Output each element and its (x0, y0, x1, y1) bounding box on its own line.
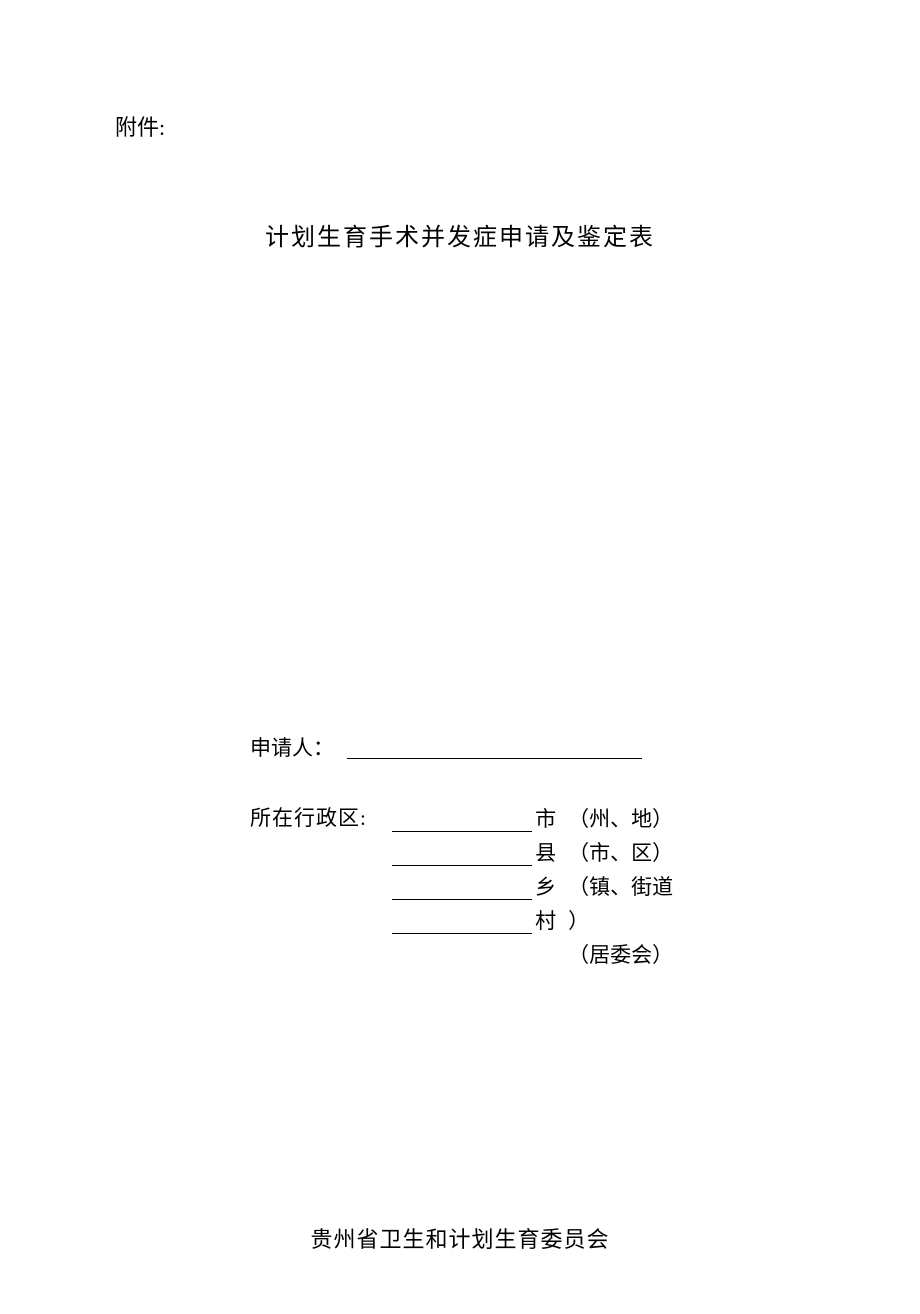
region-block: 所在行政区: 市（州、地） 县（市、区） 乡（镇、街道 村） （居委会） (250, 802, 805, 972)
region-paren-township: （镇、街道 (568, 870, 673, 904)
region-unit-county: 县 (532, 836, 556, 870)
applicant-label: 申请人： (250, 732, 334, 762)
region-paren-county: （市、区） (568, 836, 673, 870)
issuing-authority: 贵州省卫生和计划生育委员会 (115, 1222, 805, 1254)
document-title: 计划生育手术并发症申请及鉴定表 (115, 217, 805, 252)
region-unit-township: 乡 (532, 870, 556, 904)
region-label: 所在行政区: (250, 802, 367, 832)
region-paren-city: （州、地） (568, 802, 673, 836)
region-row-extra: （居委会） (568, 938, 673, 972)
region-input-village[interactable] (392, 933, 532, 934)
applicant-input-line[interactable] (347, 758, 642, 759)
region-row-village: 村） (392, 904, 673, 938)
region-paren-extra: （居委会） (568, 938, 673, 972)
region-unit-city: 市 (532, 802, 556, 836)
region-lines: 市（州、地） 县（市、区） 乡（镇、街道 村） （居委会） (392, 802, 673, 972)
region-input-township[interactable] (392, 899, 532, 900)
region-input-city[interactable] (392, 831, 532, 832)
region-input-county[interactable] (392, 865, 532, 866)
region-paren-village: ） (568, 904, 589, 938)
region-row-county: 县 （市、区） (392, 836, 673, 870)
attachment-label: 附件: (115, 110, 805, 142)
region-row-city: 市 （州、地） (392, 802, 673, 836)
applicant-row: 申请人： (250, 732, 805, 762)
region-row-township: 乡 （镇、街道 (392, 870, 673, 904)
region-unit-village: 村 (532, 904, 556, 938)
